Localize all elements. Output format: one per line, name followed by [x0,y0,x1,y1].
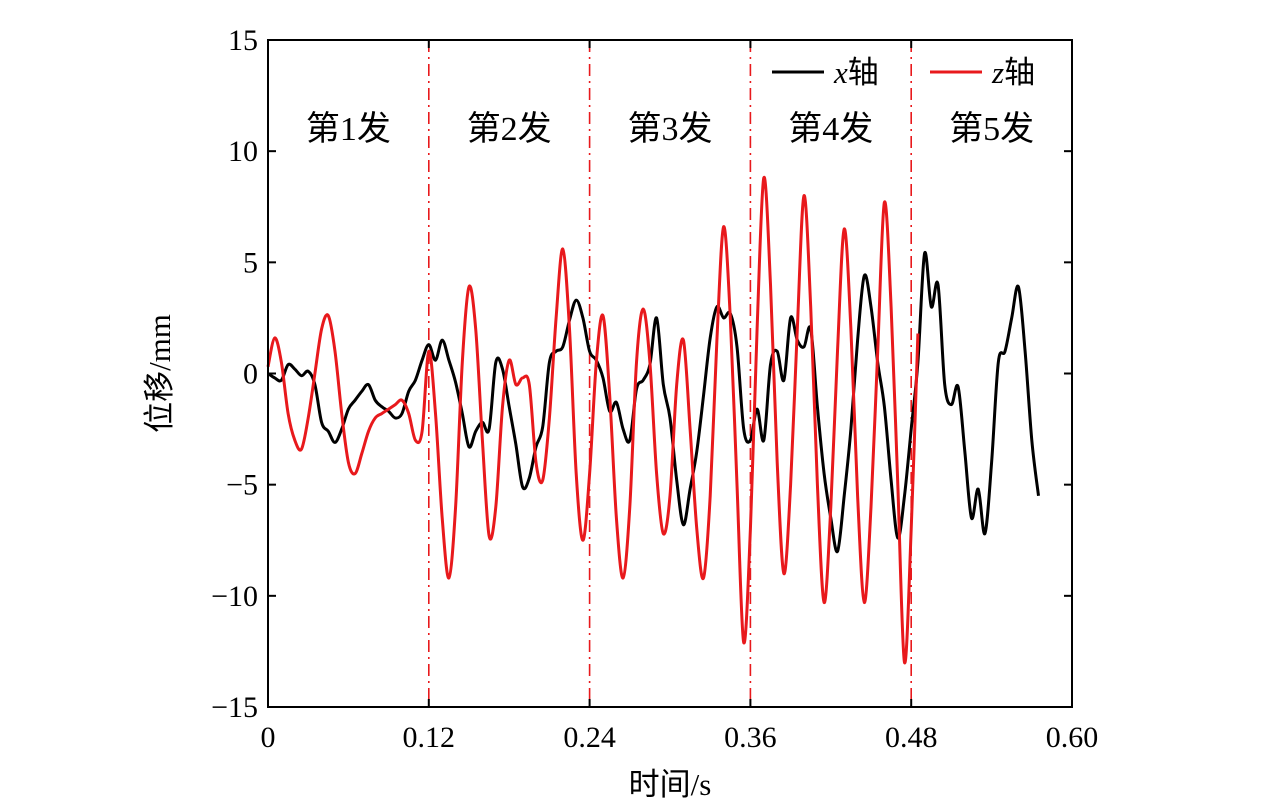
x-tick-label: 0.48 [885,721,938,754]
shot-label: 第1发 [306,110,391,148]
shot-labels: 第1发 第2发 第3发 第4发 第5发 [306,110,1034,148]
y-tick-label: −5 [226,469,258,502]
x-tick-label: 0.12 [403,721,456,754]
legend: x轴 z轴 [772,55,1035,90]
y-tick-label: 5 [243,246,258,279]
y-axis-title: 位移/mm [142,314,177,433]
x-axis-title: 时间/s [629,767,712,802]
x-tick-label: 0.60 [1046,721,1099,754]
y-tick-label: 10 [228,135,258,168]
y-tick-label: −15 [211,691,258,724]
legend-label: z轴 [991,55,1035,90]
y-tick-label: 15 [228,24,258,57]
legend-label: x轴 [833,55,879,90]
series-line-z [266,175,920,665]
y-tick-label: 0 [243,358,258,391]
shot-label: 第4发 [788,110,873,148]
shot-label: 第2发 [467,110,552,148]
shot-label: 第5发 [949,110,1034,148]
shot-boundary-markers [427,40,913,707]
shot-label: 第3发 [628,110,713,148]
x-tick-label: 0 [261,721,276,754]
y-tick-label: −10 [211,580,258,613]
y-axis: −15 −10 −5 0 5 10 15 [211,24,1072,724]
x-tick-label: 0.36 [724,721,777,754]
x-axis: 0 0.12 0.24 0.36 0.48 0.60 [261,40,1099,754]
series-lines [266,175,1040,665]
x-tick-label: 0.24 [563,721,616,754]
